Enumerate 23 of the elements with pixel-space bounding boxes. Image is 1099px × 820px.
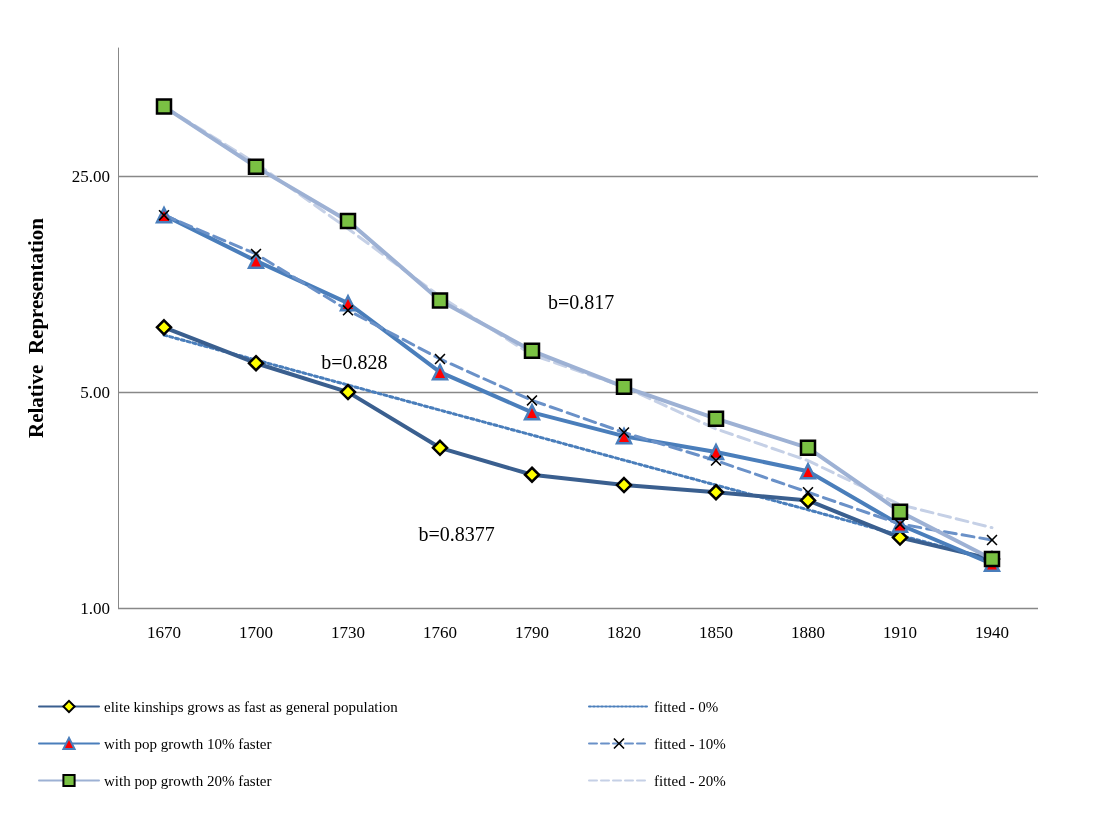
legend-label: with pop growth 20% faster bbox=[104, 772, 272, 789]
x-tick-label: 1760 bbox=[423, 623, 457, 642]
x-tick-label: 1790 bbox=[515, 623, 549, 642]
x-tick-label: 1700 bbox=[239, 623, 273, 642]
x-tick-label: 1940 bbox=[975, 623, 1009, 642]
x-tick-label: 1730 bbox=[331, 623, 365, 642]
y-tick-label: 1.00 bbox=[80, 598, 110, 618]
x-tick-label: 1850 bbox=[699, 623, 733, 642]
legend-label: fitted - 10% bbox=[654, 735, 726, 752]
x-tick-label: 1910 bbox=[883, 623, 917, 642]
x-tick-label: 1820 bbox=[607, 623, 641, 642]
annotation: b=0.828 bbox=[321, 351, 388, 373]
y-axis-title: Relative Representation bbox=[23, 217, 48, 439]
y-tick-label: 25.00 bbox=[71, 166, 110, 186]
legend-label: fitted - 20% bbox=[654, 772, 726, 789]
annotation: b=0.8377 bbox=[418, 523, 495, 545]
y-tick-label: 5.00 bbox=[80, 382, 110, 402]
legend-label: fitted - 0% bbox=[654, 698, 719, 715]
annotation: b=0.817 bbox=[548, 291, 615, 313]
x-tick-label: 1880 bbox=[791, 623, 825, 642]
x-tick-label: 1670 bbox=[147, 623, 181, 642]
legend-label: with pop growth 10% faster bbox=[104, 735, 272, 752]
legend-label: elite kinships grows as fast as general population bbox=[104, 698, 399, 715]
